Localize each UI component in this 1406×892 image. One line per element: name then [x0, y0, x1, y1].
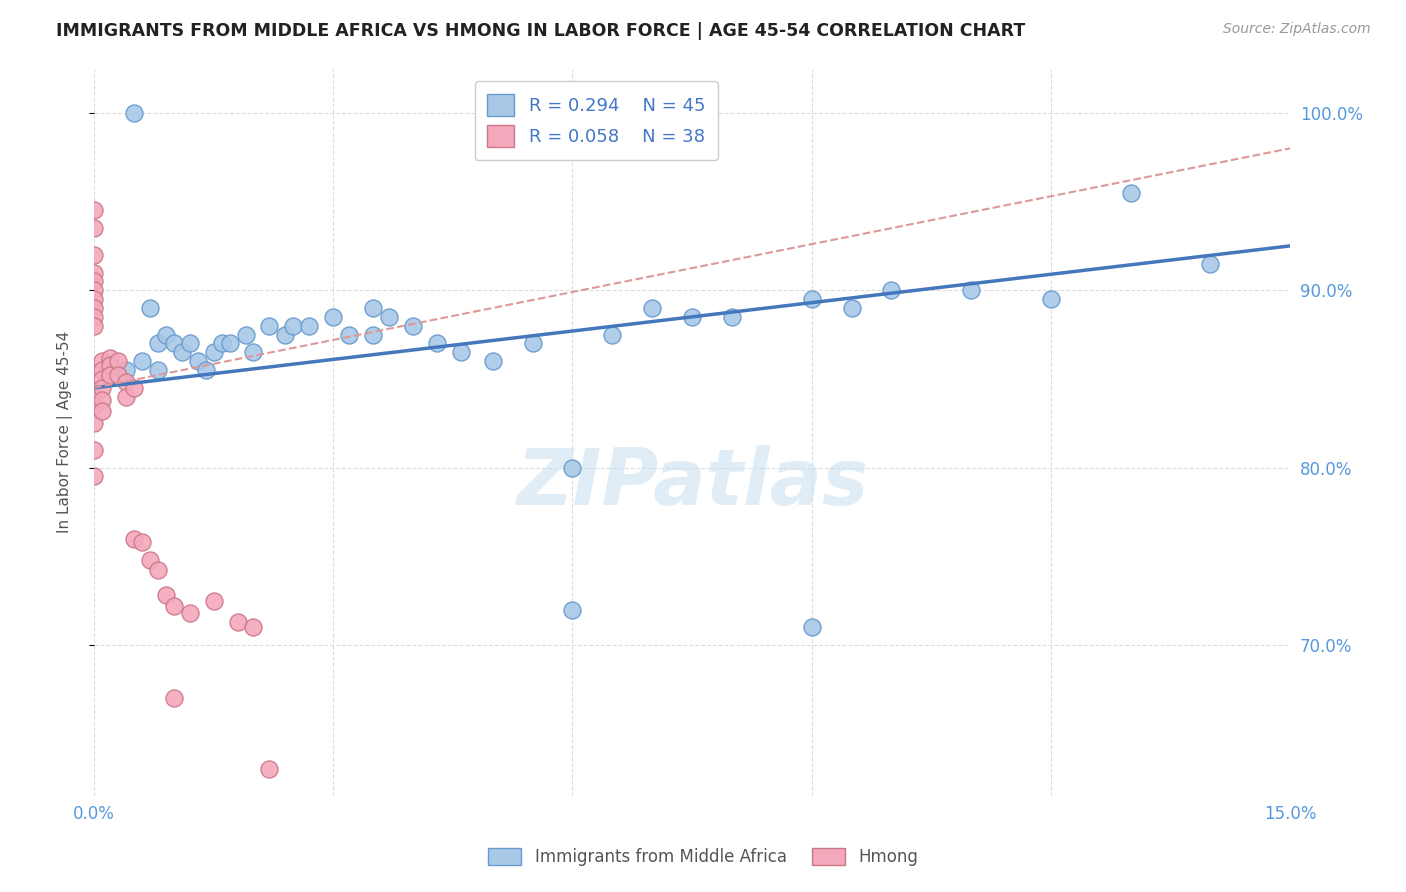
- Point: [83, 417, 105, 431]
- Point: [960, 283, 983, 297]
- Point: [91, 393, 114, 408]
- Point: [259, 762, 281, 776]
- Point: [561, 602, 583, 616]
- Point: [115, 363, 138, 377]
- Point: [450, 345, 472, 359]
- Point: [602, 327, 624, 342]
- Point: [170, 345, 193, 359]
- Point: [91, 372, 114, 386]
- Point: [83, 442, 105, 457]
- Point: [298, 318, 321, 333]
- Point: [226, 615, 249, 629]
- Point: [681, 310, 703, 324]
- Point: [122, 532, 145, 546]
- Point: [800, 620, 823, 634]
- Point: [122, 106, 145, 120]
- Point: [83, 310, 105, 324]
- Point: [211, 336, 233, 351]
- Point: [83, 248, 105, 262]
- Point: [146, 564, 169, 578]
- Point: [83, 301, 105, 315]
- Point: [98, 368, 121, 383]
- Legend: R = 0.294    N = 45, R = 0.058    N = 38: R = 0.294 N = 45, R = 0.058 N = 38: [475, 81, 718, 160]
- Point: [242, 345, 264, 359]
- Point: [481, 354, 503, 368]
- Point: [522, 336, 544, 351]
- Point: [274, 327, 297, 342]
- Point: [83, 399, 105, 413]
- Point: [179, 336, 201, 351]
- Point: [91, 354, 114, 368]
- Point: [91, 404, 114, 418]
- Point: [98, 358, 121, 372]
- Point: [91, 381, 114, 395]
- Point: [202, 593, 225, 607]
- Point: [83, 265, 105, 279]
- Point: [402, 318, 425, 333]
- Point: [139, 553, 162, 567]
- Point: [83, 318, 105, 333]
- Point: [337, 327, 360, 342]
- Point: [146, 363, 169, 377]
- Point: [880, 283, 903, 297]
- Point: [155, 588, 177, 602]
- Point: [800, 292, 823, 306]
- Point: [283, 318, 305, 333]
- Point: [163, 336, 186, 351]
- Point: [83, 203, 105, 218]
- Point: [1199, 257, 1222, 271]
- Point: [115, 376, 138, 390]
- Point: [179, 606, 201, 620]
- Point: [131, 535, 153, 549]
- Point: [83, 390, 105, 404]
- Text: IMMIGRANTS FROM MIDDLE AFRICA VS HMONG IN LABOR FORCE | AGE 45-54 CORRELATION CH: IMMIGRANTS FROM MIDDLE AFRICA VS HMONG I…: [56, 22, 1025, 40]
- Point: [361, 327, 384, 342]
- Point: [378, 310, 401, 324]
- Point: [83, 283, 105, 297]
- Point: [163, 599, 186, 613]
- Point: [259, 318, 281, 333]
- Point: [218, 336, 240, 351]
- Point: [361, 301, 384, 315]
- Point: [1039, 292, 1062, 306]
- Point: [194, 363, 217, 377]
- Point: [107, 368, 129, 383]
- Text: ZIPatlas: ZIPatlas: [516, 445, 869, 521]
- Point: [242, 620, 264, 634]
- Point: [131, 354, 153, 368]
- Point: [83, 274, 105, 288]
- Point: [426, 336, 449, 351]
- Point: [155, 327, 177, 342]
- Y-axis label: In Labor Force | Age 45-54: In Labor Force | Age 45-54: [58, 331, 73, 533]
- Point: [561, 460, 583, 475]
- Point: [107, 354, 129, 368]
- Legend: Immigrants from Middle Africa, Hmong: Immigrants from Middle Africa, Hmong: [481, 841, 925, 873]
- Point: [146, 336, 169, 351]
- Point: [641, 301, 664, 315]
- Point: [83, 469, 105, 483]
- Point: [122, 381, 145, 395]
- Point: [163, 691, 186, 706]
- Point: [139, 301, 162, 315]
- Point: [91, 363, 114, 377]
- Point: [721, 310, 744, 324]
- Point: [235, 327, 257, 342]
- Point: [841, 301, 863, 315]
- Point: [83, 292, 105, 306]
- Point: [202, 345, 225, 359]
- Point: [322, 310, 344, 324]
- Point: [83, 221, 105, 235]
- Text: Source: ZipAtlas.com: Source: ZipAtlas.com: [1223, 22, 1371, 37]
- Point: [1119, 186, 1142, 200]
- Point: [187, 354, 209, 368]
- Point: [98, 351, 121, 365]
- Point: [115, 390, 138, 404]
